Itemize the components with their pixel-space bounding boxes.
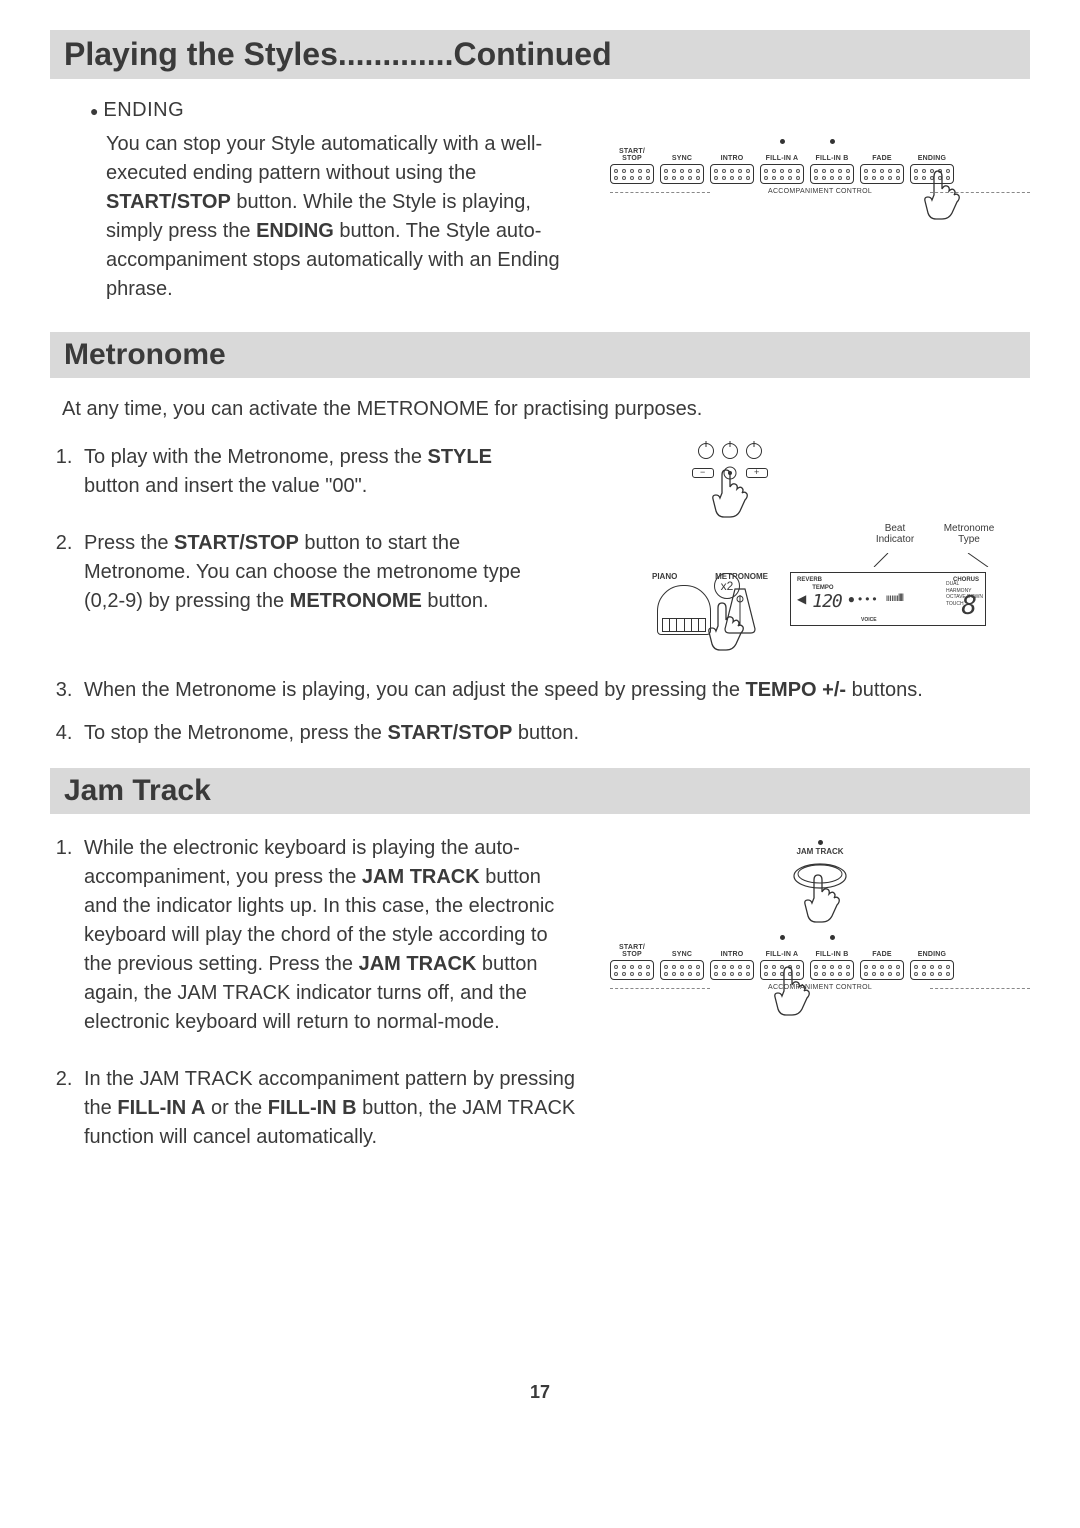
panel-button: FILL-IN A [760, 139, 804, 184]
bullet-ending-title: ENDING [90, 99, 580, 122]
list-item: While the electronic keyboard is playing… [78, 834, 578, 1037]
lcd-tempo-value: 120 [812, 591, 842, 612]
list-item: In the JAM TRACK accompaniment pattern b… [78, 1065, 578, 1152]
hand-icon [916, 167, 964, 223]
section-header-metronome: Metronome [50, 332, 1030, 378]
jamtrack-steps: While the electronic keyboard is playing… [78, 834, 580, 1152]
metronome-knob-diagram: x2 [670, 443, 1030, 563]
lcd-display: REVERB CHORUS ◀ TEMPO 120 ●••• ıııııııll… [790, 572, 986, 626]
hand-icon [706, 467, 750, 532]
panel-button: SYNC [660, 139, 704, 184]
section-header-styles: Playing the Styles.............Continued [50, 30, 1030, 79]
lcd-bars-icon: ıııııııllll [886, 593, 903, 604]
section-title-jamtrack: Jam Track [64, 774, 1016, 808]
hand-icon [702, 600, 746, 663]
panel-button: START/ STOP [610, 139, 654, 184]
panel-button: ENDING [910, 935, 954, 980]
section-title-metronome: Metronome [64, 338, 1016, 372]
list-item: To play with the Metronome, press the ST… [78, 443, 538, 501]
list-item: To stop the Metronome, press the START/S… [78, 719, 1058, 748]
page-number: 17 [50, 1382, 1030, 1403]
section-title-styles: Playing the Styles.............Continued [64, 36, 1016, 73]
bullet-ending-body: You can stop your Style automatically wi… [106, 130, 566, 304]
hand-icon [766, 963, 814, 1019]
section-header-jamtrack: Jam Track [50, 768, 1030, 814]
panel-button: FADE [860, 935, 904, 980]
panel-button: FADE [860, 139, 904, 184]
accompaniment-label: ACCOMPANIMENT CONTROL [610, 984, 1030, 991]
knob-icon [722, 443, 738, 459]
knob-icon [698, 443, 714, 459]
lcd-reverb: REVERB [797, 577, 822, 583]
list-item: Press the START/STOP button to start the… [78, 529, 538, 616]
piano-label: PIANO [652, 572, 677, 581]
button-row-diagram-ending: START/ STOPSYNCINTROFILL-IN AFILL-IN BFA… [610, 139, 1030, 195]
panel-button: FILL-IN B [810, 935, 854, 980]
metronome-intro: At any time, you can activate the METRON… [62, 398, 1030, 421]
panel-button: SYNC [660, 935, 704, 980]
lcd-side-labels: DUALHARMONYOCTAVE DOWNTOUCH [946, 581, 983, 607]
metronome-steps: To play with the Metronome, press the ST… [78, 443, 620, 616]
panel-button: INTRO [710, 935, 754, 980]
metronome-steps-cont: When the Metronome is playing, you can a… [78, 676, 1058, 748]
accompaniment-label: ACCOMPANIMENT CONTROL [610, 188, 1030, 195]
panel-button: INTRO [710, 139, 754, 184]
knob-icon [746, 443, 762, 459]
lcd-arrow-icon: ◀ [797, 592, 806, 606]
hand-icon [798, 872, 844, 937]
list-item: When the Metronome is playing, you can a… [78, 676, 1058, 705]
metronome-label: METRONOME [715, 572, 768, 581]
button-row-diagram-jamtrack: START/ STOPSYNCINTROFILL-IN AFILL-IN BFA… [610, 935, 1030, 991]
panel-button: FILL-IN B [810, 139, 854, 184]
panel-button: START/ STOP [610, 935, 654, 980]
jamtrack-button-diagram: JAM TRACK [760, 840, 880, 895]
jamtrack-button-label: JAM TRACK [760, 847, 880, 856]
metronome-lower-diagram: PIANO METRONOME REVERB [650, 572, 1030, 635]
lcd-voice-label: VOICE [861, 617, 877, 623]
lcd-beat-dots: ●••• [848, 592, 880, 606]
